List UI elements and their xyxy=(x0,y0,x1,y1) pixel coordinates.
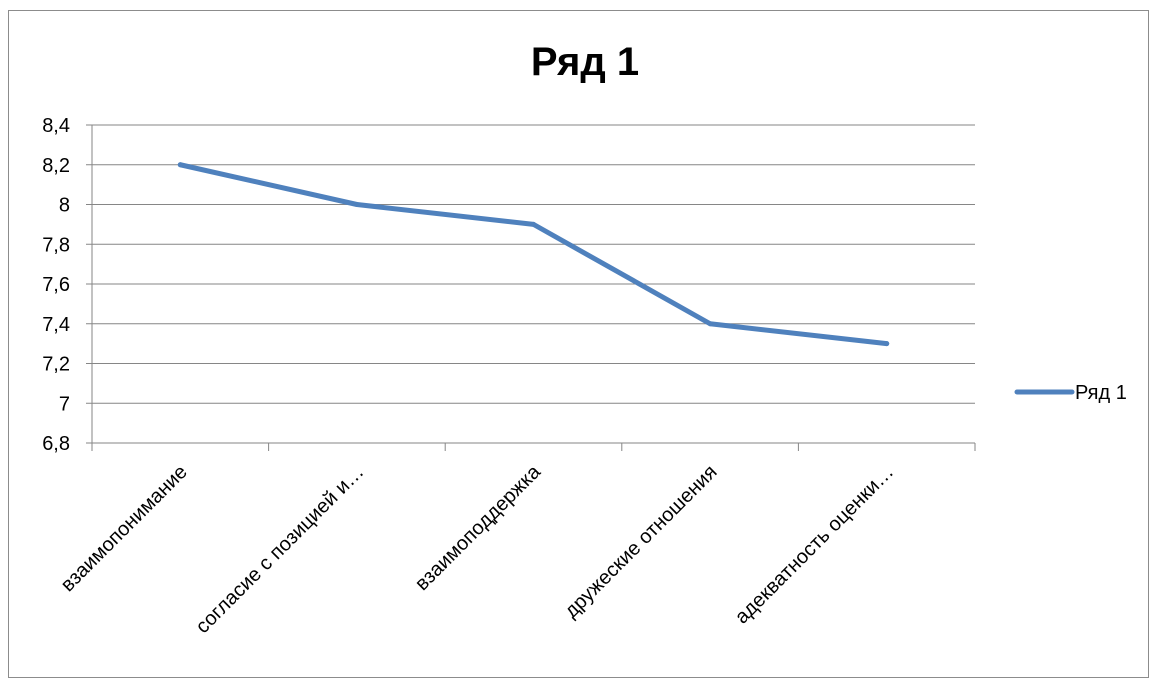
data-point xyxy=(707,321,713,327)
y-tick-label: 7,2 xyxy=(42,354,70,376)
legend-label: Ряд 1 xyxy=(1075,382,1127,404)
x-tick-label: согласие с позицией и… xyxy=(192,461,369,638)
y-tick-label: 7,6 xyxy=(42,274,70,296)
x-tick-label: взаимоподдержка xyxy=(411,460,546,595)
chart-frame xyxy=(8,10,1149,678)
x-tick-label: адекватность оценки… xyxy=(731,461,898,628)
y-tick-label: 7,8 xyxy=(42,234,70,256)
series-line xyxy=(177,162,890,347)
y-tick-label: 7 xyxy=(59,393,70,415)
data-point xyxy=(884,341,890,347)
y-tick-label: 6,8 xyxy=(42,433,70,455)
y-tick-label: 8 xyxy=(59,195,70,217)
y-tick-label: 8,2 xyxy=(42,155,70,177)
y-tick-label: 8,4 xyxy=(42,115,70,137)
data-point xyxy=(354,202,360,207)
x-tick-label: взаимопонимание xyxy=(57,461,192,596)
x-tick-label: дружеские отношения xyxy=(560,461,721,622)
data-point xyxy=(531,221,536,227)
chart-title: Ряд 1 xyxy=(530,40,640,84)
y-tick-label: 7,4 xyxy=(42,314,70,336)
data-point xyxy=(177,162,183,168)
